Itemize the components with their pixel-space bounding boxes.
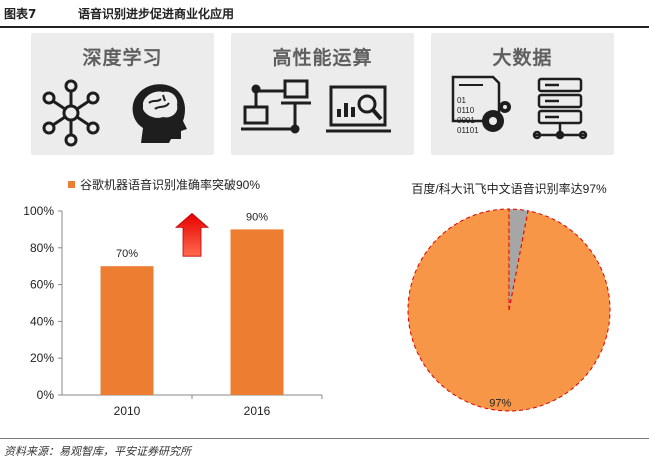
growth-arrow (174, 212, 210, 257)
bar-data-label: 90% (246, 211, 268, 223)
y-tick-label: 40% (30, 314, 54, 328)
svg-text:0001: 0001 (457, 116, 475, 125)
concept-tiles: 深度学习 高性能运算 (0, 30, 649, 160)
server-database-icon (532, 77, 588, 140)
legend-swatch (68, 181, 75, 188)
tile-title: 深度学习 (82, 47, 163, 69)
svg-text:01101: 01101 (457, 126, 479, 135)
binary-data-gear-icon: 01 0110 0001 01101 (451, 75, 511, 135)
bar-plot-area: 0% 20% 40% 60% 80% 100% 70% 2010 90% 2016 (23, 204, 323, 418)
tile-big-data: 大数据 01 0110 0001 01101 (431, 33, 614, 155)
connected-computers-icon (241, 79, 311, 134)
tile-icons (42, 79, 187, 147)
pie-plot-area: 97% (407, 208, 611, 412)
figure-label: 图表7 (4, 7, 37, 21)
network-icon (42, 79, 100, 147)
bar-data-label: 70% (116, 248, 138, 260)
tile-icons (241, 79, 391, 134)
x-tick-label: 2010 (114, 404, 141, 418)
svg-text:01: 01 (457, 96, 466, 105)
x-tick-label: 2016 (244, 404, 271, 418)
figure-title: 语音识别进步促进商业化应用 (78, 7, 235, 21)
footer-rule (0, 438, 649, 439)
y-tick-label: 20% (30, 351, 54, 365)
figure-header: 图表7 语音识别进步促进商业化应用 (0, 0, 649, 28)
y-tick-label: 60% (30, 278, 54, 292)
y-tick-label: 80% (30, 241, 54, 255)
tile-title: 大数据 (492, 47, 553, 69)
pie-chart: 百度/科大讯飞中文语音识别率达97% 97% (407, 181, 611, 412)
monitor-analytics-icon (326, 85, 391, 133)
pie-title: 百度/科大讯飞中文语音识别率达97% (411, 181, 607, 196)
bar (100, 266, 154, 395)
tile-title: 高性能运算 (272, 47, 373, 69)
pie-slice (508, 208, 529, 311)
tile-high-performance-computing: 高性能运算 (231, 33, 414, 155)
legend-label: 谷歌机器语音识别准确率突破90% (80, 177, 260, 192)
svg-text:0110: 0110 (457, 106, 475, 115)
tile-icons: 01 0110 0001 01101 (451, 75, 588, 140)
bar (230, 229, 284, 395)
brain-head-icon (132, 84, 187, 143)
y-tick-label: 0% (37, 388, 55, 402)
pie-data-label: 97% (489, 398, 511, 410)
bar-chart: 谷歌机器语音识别准确率突破90% 0% 20% 40% 60% 80% 100% 70% 20… (23, 177, 323, 418)
tile-deep-learning: 深度学习 (31, 33, 214, 155)
y-tick-label: 100% (23, 204, 54, 218)
source-note: 资料来源：易观智库，平安证券研究所 (4, 445, 191, 458)
